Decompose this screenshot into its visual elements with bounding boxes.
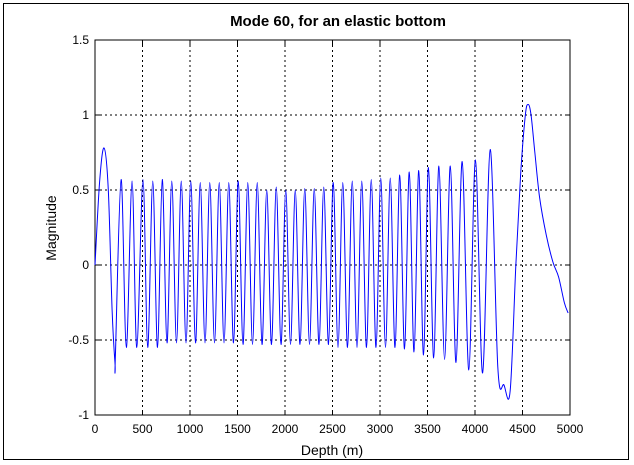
tick-labels: 0 500 1000 1500 2000 2500 3000 3500 4000 4500 5000… (68, 33, 583, 436)
chart-title: Mode 60, for an elastic bottom (230, 13, 446, 30)
x-tick-label: 3500 (414, 422, 441, 436)
x-tick-label: 1000 (177, 422, 204, 436)
x-tick-label: 4000 (462, 422, 489, 436)
x-tick-label: 0 (92, 422, 99, 436)
x-tick-label: 500 (132, 422, 152, 436)
x-axis-label: Depth (m) (301, 442, 363, 458)
ticks (94, 39, 571, 416)
y-tick-label: -1 (78, 408, 89, 422)
x-tick-label: 3000 (367, 422, 394, 436)
x-tick-label: 4500 (509, 422, 536, 436)
y-tick-label: -0.5 (68, 333, 89, 347)
x-tick-label: 1500 (224, 422, 251, 436)
y-axis-label: Magnitude (43, 195, 59, 261)
x-tick-label: 2000 (272, 422, 299, 436)
y-tick-label: 0 (82, 258, 89, 272)
y-tick-label: 1.5 (72, 33, 89, 47)
y-tick-label: 0.5 (72, 183, 89, 197)
grid (95, 40, 570, 415)
x-tick-label: 5000 (557, 422, 584, 436)
y-tick-label: 1 (82, 108, 89, 122)
series-line (94, 103, 569, 400)
x-tick-label: 2500 (319, 422, 346, 436)
